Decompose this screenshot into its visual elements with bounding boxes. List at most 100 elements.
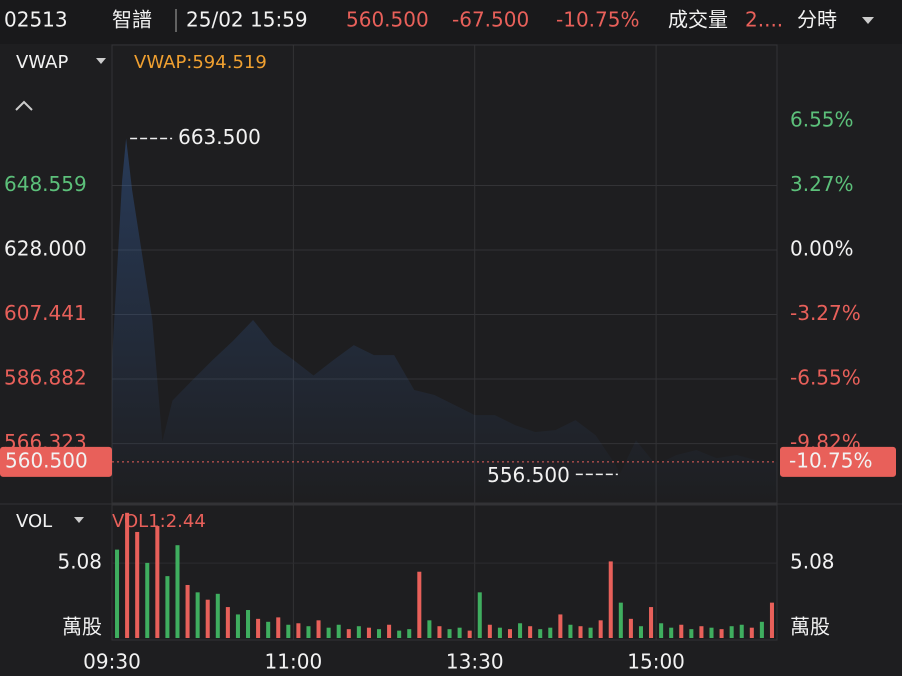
vol-bar <box>205 599 210 638</box>
vol-bar <box>316 620 321 638</box>
stock-name: 智譜 <box>112 8 152 32</box>
vol-bar <box>507 629 513 638</box>
vol-bar <box>548 627 553 638</box>
indicator-name[interactable]: VWAP <box>16 52 68 73</box>
vol-bar <box>518 623 523 638</box>
vol-bar <box>215 593 220 638</box>
y-tick-label: 586.882 <box>4 366 87 390</box>
vol-bar <box>709 627 714 638</box>
volume-value: 2.... <box>745 8 783 32</box>
vol-bar <box>387 624 392 638</box>
low-label: 556.500 <box>487 463 570 487</box>
y-tick-label: 648.559 <box>4 172 87 196</box>
y2-tick-label: 3.27% <box>790 172 854 196</box>
vol-bar <box>246 610 251 638</box>
vol-tick-label-right: 5.08 <box>790 550 835 574</box>
vol-bar <box>659 623 664 638</box>
vol-bar <box>578 626 583 638</box>
vol-bar <box>669 627 674 638</box>
vol-bar <box>397 630 402 638</box>
high-label: 663.500 <box>178 125 261 149</box>
vol-bar <box>115 549 120 638</box>
vol-unit-right: 萬股 <box>790 615 830 639</box>
vol-bar <box>437 626 442 638</box>
vol-bar <box>447 629 452 638</box>
vol-bar <box>568 624 573 638</box>
datetime: 25/02 15:59 <box>186 8 308 32</box>
vol-bar <box>427 620 432 638</box>
vol-bar <box>749 627 754 638</box>
x-tick-label: 13:30 <box>446 650 504 674</box>
vol-bar <box>729 626 734 638</box>
vol-bar <box>558 614 563 638</box>
indicator-value: VWAP:594.519 <box>134 52 267 73</box>
y-tick-label: 628.000 <box>4 236 87 260</box>
vol-unit: 萬股 <box>62 615 102 639</box>
vol-bar <box>296 623 301 638</box>
vol-bar <box>497 627 502 638</box>
indicator-caret[interactable] <box>96 58 106 64</box>
vol-caret[interactable] <box>74 517 84 523</box>
vol-value: VOL1:2.44 <box>112 511 206 532</box>
vol-bar <box>759 621 764 638</box>
vol-bar <box>145 562 150 638</box>
last-price-box <box>0 446 112 477</box>
price-area <box>112 138 777 503</box>
vol-bar <box>235 614 240 638</box>
y2-tick-label: 0.00% <box>790 237 854 261</box>
y-tick-label: 607.441 <box>4 301 87 325</box>
vol-bar <box>366 627 371 638</box>
vol-bar <box>477 592 482 638</box>
vol-bar <box>155 526 160 638</box>
vol-bar <box>286 624 291 638</box>
vol-bar <box>588 627 593 638</box>
vol-bar <box>689 629 694 638</box>
y2-tick-label: 6.55% <box>790 107 854 131</box>
vol-bar <box>225 607 230 638</box>
header-bar <box>0 0 902 44</box>
vol-bar <box>407 629 412 638</box>
vol-bar <box>598 620 603 638</box>
last-pct-box <box>780 446 896 477</box>
vol-bar <box>608 561 613 638</box>
vol-bar <box>618 602 623 638</box>
vol-bar <box>649 607 654 638</box>
change: -67.500 <box>452 8 529 32</box>
vol-bar <box>346 629 351 638</box>
vol-bar <box>628 618 633 638</box>
period[interactable]: 分時 <box>797 8 837 32</box>
vol-bar <box>487 624 492 638</box>
y2-tick-label: -3.27% <box>790 301 861 325</box>
vol-bar <box>528 626 533 638</box>
vol-bar <box>175 545 180 638</box>
vol-bar <box>336 624 341 638</box>
x-tick-label: 15:00 <box>627 650 685 674</box>
vol-bar <box>769 602 774 638</box>
price: 560.500 <box>346 8 429 32</box>
vol-bar <box>185 584 190 638</box>
vol-tick-label: 5.08 <box>57 550 102 574</box>
vol-bar <box>165 576 170 638</box>
vol-frame <box>111 504 778 641</box>
collapse-icon[interactable] <box>15 100 33 111</box>
vol-bar <box>276 617 281 638</box>
x-tick-label: 09:30 <box>83 650 141 674</box>
vol-bar <box>195 592 200 638</box>
volume-label: 成交量 <box>668 8 728 32</box>
last-price-label: 560.500 <box>5 448 88 472</box>
stock-code: 02513 <box>4 8 68 32</box>
period-caret[interactable] <box>862 17 874 24</box>
vol-bar <box>719 629 724 638</box>
vol-bar <box>326 627 331 638</box>
vol-bar <box>135 531 140 638</box>
vol-bar <box>306 626 311 638</box>
vol-name[interactable]: VOL <box>16 511 52 532</box>
vol-bar <box>467 630 472 638</box>
vol-bar <box>256 618 261 638</box>
vol-bar <box>356 626 361 638</box>
vol-bar <box>125 512 130 638</box>
y2-tick-label: -6.55% <box>790 366 861 390</box>
vol-bar <box>266 621 271 638</box>
